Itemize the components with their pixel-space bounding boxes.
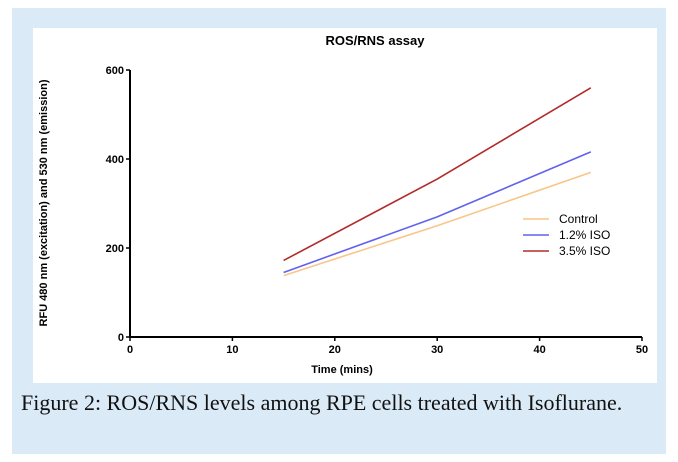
chart-background <box>33 28 657 383</box>
chart: ROS/RNS assay Time (mins) RFU 480 nm (ex… <box>33 28 657 383</box>
y-tick-label: 600 <box>106 65 124 77</box>
x-axis-label: Time (mins) <box>311 364 373 376</box>
x-tick-label: 10 <box>226 344 238 356</box>
x-tick-label: 30 <box>431 344 443 356</box>
caption: Figure 2: ROS/RNS levels among RPE cells… <box>21 390 623 415</box>
legend-label: 1.2% ISO <box>559 228 610 242</box>
x-tick-label: 50 <box>636 344 648 356</box>
legend-label: 3.5% ISO <box>559 244 610 258</box>
chart-title: ROS/RNS assay <box>326 33 426 48</box>
y-tick-label: 400 <box>106 154 124 166</box>
x-tick-label: 20 <box>329 344 341 356</box>
figure-frame: ROS/RNS assay Time (mins) RFU 480 nm (ex… <box>12 8 666 454</box>
y-axis-label: RFU 480 nm (excitation) and 530 nm (emis… <box>38 79 50 326</box>
y-tick-label: 0 <box>118 332 124 344</box>
series-line <box>283 87 592 262</box>
x-tick-label: 0 <box>127 344 133 356</box>
y-tick-label: 200 <box>106 243 124 255</box>
legend-label: Control <box>559 212 598 226</box>
series-line <box>283 151 592 274</box>
x-tick-label: 40 <box>533 344 545 356</box>
series-line <box>283 171 592 277</box>
